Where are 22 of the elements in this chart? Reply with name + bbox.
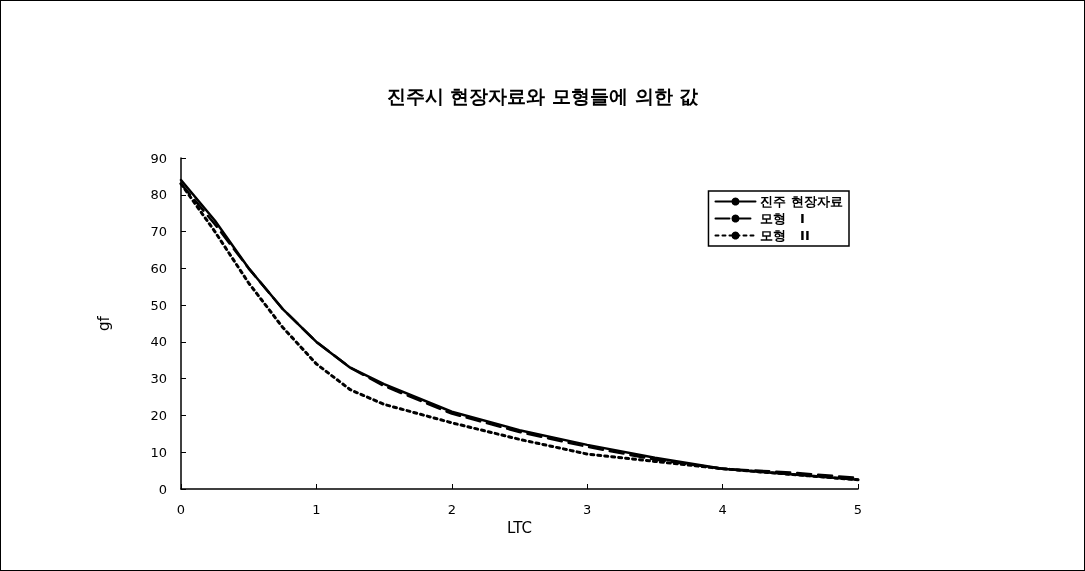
x-tick-label: 4 — [718, 502, 727, 517]
legend-label: 진주 현장자료 — [760, 194, 844, 209]
x-tick-label: 2 — [447, 502, 456, 517]
y-tick-label: 60 — [150, 260, 167, 276]
y-tick-label: 40 — [150, 334, 167, 350]
legend-label: 모형 II — [760, 228, 810, 243]
y-tick-label: 30 — [150, 371, 167, 387]
y-tick-label: 0 — [158, 481, 167, 497]
x-tick-label: 3 — [583, 502, 592, 517]
chart-title: 진주시 현장자료와 모형들에 의한 값 — [386, 84, 700, 107]
y-tick-label: 90 — [150, 150, 167, 166]
x-tick-label: 5 — [853, 502, 863, 517]
x-axis-title: LTC — [506, 519, 533, 538]
x-tick-label: 0 — [176, 502, 186, 517]
y-tick-label: 70 — [150, 224, 167, 240]
y-tick-label: 80 — [150, 187, 167, 203]
y-tick-label: 20 — [150, 407, 167, 423]
x-tick-label: 1 — [312, 502, 321, 517]
y-tick-label: 50 — [150, 297, 167, 313]
y-tick-label: 10 — [150, 444, 167, 460]
legend-label: 모형 I — [760, 211, 805, 226]
y-axis-title: gf — [94, 315, 113, 331]
